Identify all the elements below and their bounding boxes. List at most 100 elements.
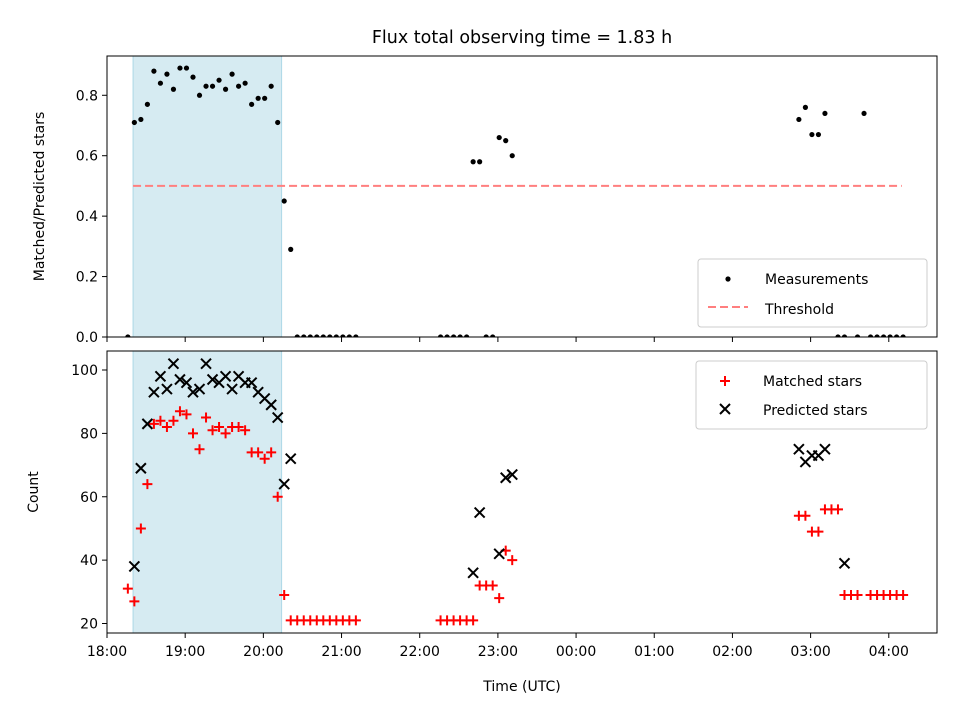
measurement-point [464,334,470,337]
matched-star-point [122,583,133,594]
predicted-star-point [278,478,290,490]
measurement-point [170,86,177,92]
measurement-point [887,334,893,337]
axes-frame [106,350,938,634]
measurement-point [854,334,861,337]
legend-predicted-marker [719,403,731,415]
matched-star-point [852,589,863,600]
y-tick-label: 0.8 [76,88,98,104]
predicted-star-point [473,506,486,519]
matched-star-point [155,415,166,426]
measurement-point [861,110,867,117]
measurement-point [203,83,209,89]
matched-star-point [494,593,505,604]
y-tick-label: 100 [71,363,98,379]
x-tick-label: 04:00 [869,644,909,660]
measurement-point [320,334,326,337]
x-tick-label: 19:00 [165,644,205,660]
x-tick-label: 03:00 [790,644,830,660]
legend-count: Matched stars Predicted stars [695,360,928,430]
measurement-point [125,334,131,337]
measurement-point [255,95,261,101]
matched-star-point [168,415,179,426]
measurement-point [470,159,476,165]
legend-predicted-label: Predicted stars [763,403,868,419]
matched-star-point [272,491,283,502]
observing-interval-shade [132,351,283,633]
measurement-point [841,334,848,337]
measurement-point [483,334,489,337]
legend-threshold-label: Threshold [764,302,834,318]
legend-matched-marker [720,376,730,386]
measurement-point [249,101,255,107]
predicted-star-point [219,370,232,383]
matched-star-point [148,418,159,429]
legend-box [697,258,928,328]
predicted-star-point [838,557,851,569]
x-tick-label: 23:00 [478,644,518,660]
y-tick-label: 0.2 [76,270,98,286]
matched-star-point [813,526,824,537]
measurement-point [138,116,144,123]
measurement-point [196,92,203,98]
y-axis-label: Matched/Predicted stars [32,112,48,282]
ratio-panel: 0.0 0.2 0.4 0.6 0.8 Matched/Predicted stars Me… [32,55,938,346]
x-tick-label: 22:00 [400,644,440,660]
predicted-star-point [500,472,512,484]
measurement-point [503,138,509,144]
measurement-point [262,95,268,101]
predicted-star-point [161,383,173,395]
matched-star-point [487,580,498,591]
y-tick-label: 80 [80,426,98,442]
measurement-point [301,334,307,337]
predicted-star-point [285,453,297,465]
measurement-point [190,74,196,80]
x-axis-label: Time (UTC) [482,679,560,695]
matched-star-point [201,412,212,423]
measurement-point [490,334,496,337]
measurement-point [275,119,281,126]
matched-star-point [507,555,518,566]
predicted-star-point [493,548,505,560]
measurement-point [294,334,300,337]
measurement-point [131,119,137,126]
observing-interval-shade [132,56,283,337]
predicted-star-point [128,560,141,573]
measurement-point [157,80,164,86]
axes-frame [106,55,938,338]
measurement-point [216,77,222,83]
measurement-point [457,334,463,337]
legend-measurements-label: Measurements [765,272,868,288]
measurement-point [151,68,157,74]
y-tick-label: 40 [80,553,98,569]
measurement-point [346,334,352,337]
measurement-point [340,334,346,337]
x-tick-label: 21:00 [321,644,361,660]
matched-star-point [194,444,205,455]
legend-box [695,360,928,430]
measurement-point [822,110,828,117]
measurement-point [880,334,887,337]
plot-area [125,56,906,337]
y-tick-label: 0.6 [76,149,98,165]
measurement-point [314,334,320,337]
measurement-point [177,65,183,71]
matched-star-point [259,453,270,464]
measurement-point [894,334,900,337]
matched-star-point [233,422,244,433]
measurement-point [183,65,190,71]
y-tick-label: 0.4 [76,209,98,225]
legend-ratio: Measurements Threshold [697,258,928,328]
measurement-point [809,131,815,138]
matched-star-point [240,425,251,436]
matched-star-point [181,409,192,420]
predicted-star-point [467,567,479,579]
measurement-point [802,104,808,110]
measurement-point [353,334,359,337]
predicted-star-point [206,373,219,386]
matched-star-point [350,615,361,626]
measurement-point [477,159,483,165]
measurement-point [815,131,822,138]
y-tick-label: 60 [80,490,98,506]
matched-star-point [161,422,172,433]
